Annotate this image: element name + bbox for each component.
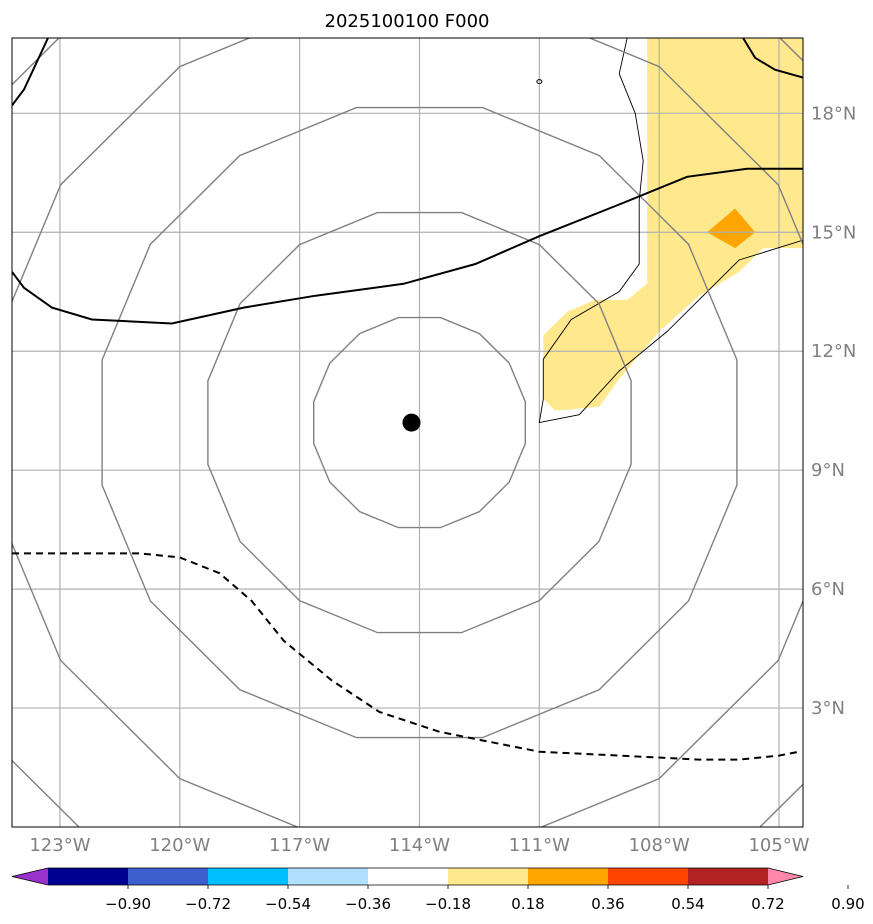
longitude-tick-label: 108°W xyxy=(629,835,690,856)
colorbar-extend-low xyxy=(12,868,48,885)
range-ring xyxy=(313,316,526,529)
shaded-regions xyxy=(543,38,803,411)
range-ring xyxy=(12,38,803,827)
longitude-tick-label: 123°W xyxy=(29,835,90,856)
colorbar-segment xyxy=(288,868,369,885)
map-frame xyxy=(11,37,804,828)
latitude-tick-label: 6°N xyxy=(811,579,845,600)
shaded-region-0 xyxy=(543,38,803,411)
colorbar-segment xyxy=(208,868,289,885)
colorbar-outline xyxy=(11,867,804,886)
shaded-region-1 xyxy=(707,208,756,249)
latitude-tick-label: 9°N xyxy=(811,460,845,481)
colorbar-tick-label: 0.18 xyxy=(511,895,544,913)
colorbar-segment xyxy=(368,868,449,885)
colorbar-segment xyxy=(128,868,209,885)
latitude-tick-label: 3°N xyxy=(811,698,845,719)
colorbar-tick-label: 0.90 xyxy=(831,895,864,913)
colorbar: −0.90 −0.72 −0.54 −0.36 −0.18 0.18 0.36 0.54 0.7… xyxy=(11,867,865,913)
small-island xyxy=(536,79,543,85)
dashed-contour-south xyxy=(12,552,800,761)
latitude-tick-label: 18°N xyxy=(811,103,856,124)
colorbar-extend-high xyxy=(768,868,803,885)
coastlines xyxy=(536,38,803,424)
colorbar-segment xyxy=(688,868,769,885)
contour-lines xyxy=(12,38,803,761)
storm-center-group xyxy=(402,413,421,432)
latitude-tick-label: 15°N xyxy=(811,222,856,243)
coastline xyxy=(538,38,803,424)
range-ring xyxy=(207,211,632,634)
map-title: 2025100100 F000 xyxy=(325,11,490,32)
colorbar-tick-label: −0.18 xyxy=(425,895,471,913)
solid-contour-northwest xyxy=(12,38,49,107)
colorbar-segment xyxy=(528,868,609,885)
colorbar-segment xyxy=(608,868,689,885)
gridlines xyxy=(12,38,803,827)
longitude-tick-label: 105°W xyxy=(748,835,809,856)
longitude-tick-label: 111°W xyxy=(509,835,570,856)
colorbar-tick-label: 0.36 xyxy=(591,895,624,913)
longitude-tick-label: 120°W xyxy=(149,835,210,856)
storm-center-marker xyxy=(402,413,421,432)
latitude-labels: 3°N 6°N 9°N 12°N 15°N 18°N xyxy=(811,103,856,719)
range-ring xyxy=(101,106,738,739)
colorbar-tick-label: −0.90 xyxy=(105,895,151,913)
colorbar-tick-label: 0.72 xyxy=(751,895,784,913)
colorbar-segment xyxy=(448,868,529,885)
colorbar-segment xyxy=(48,868,129,885)
solid-contour-north xyxy=(12,167,803,325)
colorbar-tick-label: −0.72 xyxy=(185,895,231,913)
longitude-tick-label: 114°W xyxy=(389,835,450,856)
longitude-tick-label: 117°W xyxy=(269,835,330,856)
colorbar-tick-label: 0.54 xyxy=(671,895,704,913)
solid-contour-northeast xyxy=(742,38,803,79)
longitude-labels: 123°W 120°W 117°W 114°W 111°W 108°W 105°W xyxy=(29,835,809,856)
latitude-tick-label: 12°N xyxy=(811,341,856,362)
colorbar-tick-label: −0.36 xyxy=(345,895,391,913)
colorbar-tick-label: −0.54 xyxy=(265,895,311,913)
